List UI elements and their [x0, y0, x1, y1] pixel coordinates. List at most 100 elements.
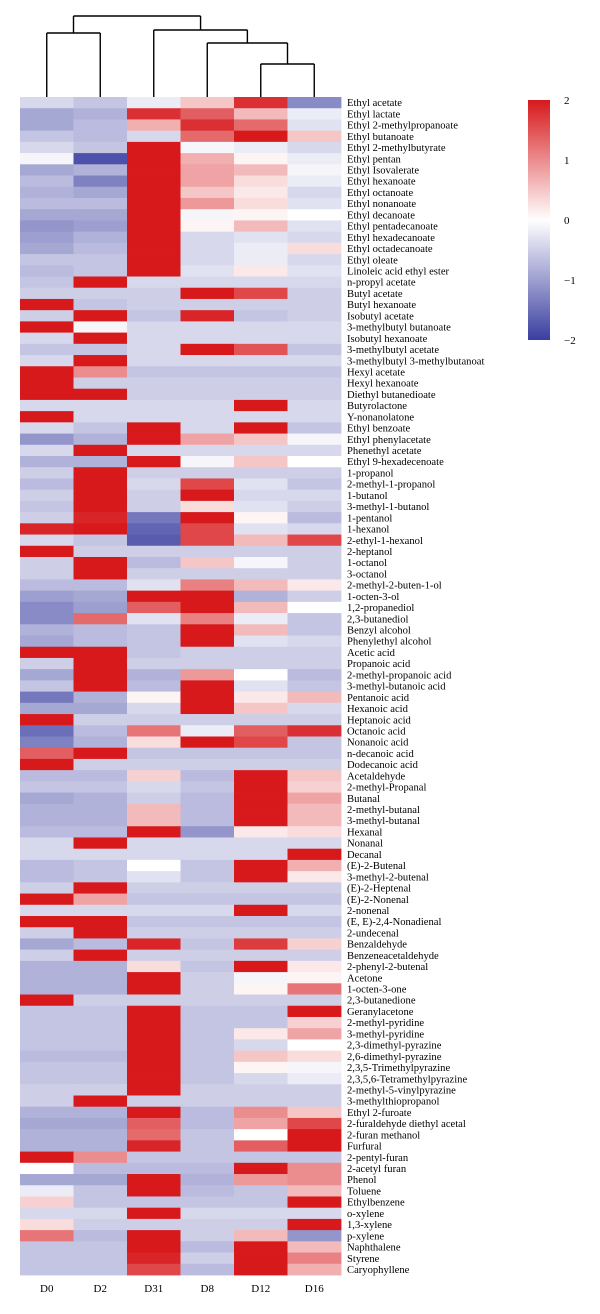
row-label: (E)-2-Nonenal — [347, 895, 409, 906]
heatmap-cell — [20, 1061, 74, 1074]
heatmap-cell — [20, 175, 74, 188]
column-label: D8 — [201, 1283, 215, 1295]
heatmap-cell — [234, 276, 288, 289]
row-label: (E)-2-Heptenal — [347, 884, 411, 895]
heatmap-cell — [234, 197, 288, 210]
heatmap-cell — [287, 1039, 342, 1052]
row-label: Ethyl benzoate — [347, 424, 411, 435]
heatmap-cell — [20, 635, 74, 648]
heatmap-cell — [127, 1140, 181, 1152]
heatmap-cell — [287, 792, 342, 805]
heatmap-cell — [127, 1151, 181, 1164]
heatmap-cell — [73, 960, 128, 973]
row-label: Decanal — [347, 850, 382, 861]
heatmap-cell — [234, 343, 288, 356]
heatmap-cell — [127, 893, 181, 906]
row-label: Caryophyllene — [347, 1265, 410, 1276]
heatmap-cell — [180, 411, 235, 423]
heatmap-cell — [287, 781, 342, 793]
heatmap-cell — [180, 815, 235, 827]
heatmap-cell — [127, 545, 181, 558]
heatmap-cell — [127, 1117, 181, 1130]
row-label: 2,3-dimethyl-pyrazine — [347, 1041, 442, 1052]
heatmap-cell — [180, 837, 235, 850]
heatmap-cell — [20, 859, 74, 872]
heatmap-cell — [20, 197, 74, 210]
row-label: Ethyl acetate — [347, 98, 402, 109]
heatmap-cell — [234, 186, 288, 199]
heatmap-cell — [73, 108, 128, 120]
heatmap-cell — [127, 298, 181, 311]
colorbar — [528, 100, 550, 340]
heatmap-cell — [73, 624, 128, 636]
heatmap-cell — [287, 1196, 342, 1209]
heatmap-cell — [127, 1218, 181, 1231]
heatmap-cell — [180, 108, 235, 120]
row-label: 1-propanol — [347, 468, 394, 479]
heatmap-cell — [234, 871, 288, 883]
heatmap-cell — [73, 545, 128, 558]
heatmap-cell — [127, 500, 181, 513]
heatmap-cell — [234, 444, 288, 457]
row-label: 2-methyl-pyridine — [347, 1018, 424, 1029]
heatmap-cell — [234, 1084, 288, 1096]
heatmap-cell — [20, 848, 74, 861]
heatmap-cell — [287, 355, 342, 367]
heatmap-cell — [234, 994, 288, 1007]
heatmap-cell — [287, 422, 342, 434]
heatmap-cell — [127, 1162, 181, 1175]
heatmap-cell — [20, 657, 74, 670]
heatmap-cell — [73, 343, 128, 356]
heatmap-cell — [73, 265, 128, 277]
heatmap-cell — [234, 355, 288, 367]
heatmap-cell — [234, 164, 288, 176]
heatmap-cell — [180, 1061, 235, 1074]
heatmap-cell — [180, 994, 235, 1007]
heatmap-cell — [127, 657, 181, 670]
row-label: (E, E)-2,4-Nonadienal — [347, 917, 441, 928]
heatmap-cell — [73, 736, 128, 749]
heatmap-cell — [287, 1016, 342, 1029]
heatmap-cell — [20, 1230, 74, 1242]
heatmap-cell — [20, 108, 74, 120]
heatmap-cell — [287, 1129, 342, 1141]
heatmap-cell — [287, 478, 342, 491]
heatmap-cell — [127, 994, 181, 1007]
heatmap-cell — [20, 1151, 74, 1164]
heatmap-cell — [234, 837, 288, 850]
heatmap-cell — [73, 411, 128, 423]
heatmap-cell — [20, 1005, 74, 1018]
heatmap-cell — [234, 680, 288, 693]
row-label: Ethyl pentan — [347, 154, 402, 165]
heatmap-cell — [287, 119, 342, 132]
heatmap-cell — [287, 848, 342, 861]
heatmap-cell — [73, 1073, 128, 1085]
heatmap-cell — [234, 1073, 288, 1085]
heatmap-cell — [73, 1196, 128, 1209]
heatmap-cell — [287, 747, 342, 760]
heatmap-cell — [287, 467, 342, 479]
heatmap-cell — [234, 1016, 288, 1029]
row-label: Ethylbenzene — [347, 1198, 405, 1209]
heatmap-cell — [180, 792, 235, 805]
heatmap-cell — [287, 702, 342, 715]
heatmap-cell — [127, 714, 181, 726]
row-label: 2-pentyl-furan — [347, 1153, 409, 1164]
heatmap-cell — [20, 500, 74, 513]
row-label: 2-nonenal — [347, 906, 389, 917]
heatmap-cell — [287, 97, 342, 109]
row-label: p-xylene — [347, 1231, 384, 1242]
heatmap-cell — [180, 601, 235, 614]
heatmap-cell — [287, 1005, 342, 1018]
heatmap-cell — [180, 422, 235, 434]
heatmap-cell — [234, 747, 288, 760]
heatmap-cell — [234, 298, 288, 311]
row-label: 1-butanol — [347, 491, 388, 502]
heatmap-cell — [127, 601, 181, 614]
heatmap-cell — [127, 1061, 181, 1074]
heatmap-cell — [180, 1106, 235, 1119]
heatmap-cell — [287, 691, 342, 704]
row-label: Hexyl hexanoate — [347, 379, 419, 390]
heatmap-cell — [127, 691, 181, 704]
heatmap-cell — [180, 781, 235, 793]
